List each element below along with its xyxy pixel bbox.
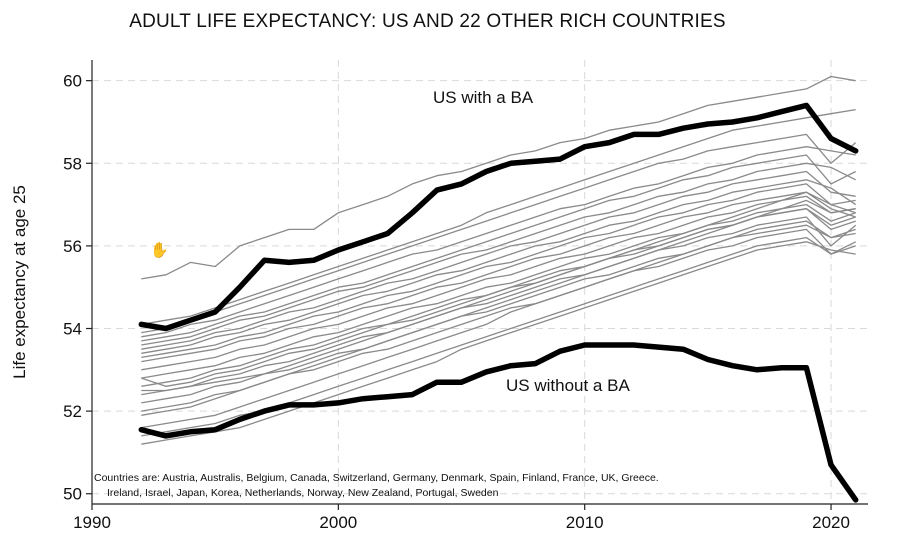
y-tick-label: 56 bbox=[63, 237, 82, 256]
y-tick-label: 60 bbox=[63, 72, 82, 91]
series-line-country-21 bbox=[141, 241, 856, 445]
series-line-country-3 bbox=[141, 133, 857, 334]
series-line-country-4 bbox=[141, 146, 856, 338]
axes: 50 52 54 56 58 60 1990 2000 2010 2020 bbox=[63, 60, 868, 532]
countries-note-line-2: Ireland, Israel, Japan, Korea, Netherlan… bbox=[107, 487, 499, 499]
annotation-us-with-ba: US with a BA bbox=[433, 88, 534, 107]
series-line-country-5 bbox=[141, 154, 856, 342]
series-line-country-14 bbox=[141, 216, 857, 396]
series-line-country-22 bbox=[141, 208, 856, 387]
hand-cursor-icon: ✋ bbox=[150, 242, 169, 259]
series-line-us-noba bbox=[138, 342, 859, 503]
us-series bbox=[138, 102, 859, 503]
series-line-country-11 bbox=[141, 195, 856, 371]
annotation-us-without-ba: US without a BA bbox=[506, 376, 630, 395]
series-line-country-10 bbox=[141, 191, 856, 363]
chart-title: ADULT LIFE EXPECTANCY: US AND 22 OTHER R… bbox=[129, 11, 726, 32]
y-tick-label: 52 bbox=[63, 402, 82, 421]
x-tick-label: 2020 bbox=[812, 513, 850, 532]
series-line-country-7 bbox=[141, 170, 856, 350]
y-tick-label: 58 bbox=[63, 154, 82, 173]
y-tick-label: 50 bbox=[63, 485, 82, 504]
x-tick-label: 2000 bbox=[319, 513, 357, 532]
y-tick-label: 54 bbox=[63, 320, 82, 339]
gridlines bbox=[91, 60, 868, 502]
series-line-country-19 bbox=[141, 220, 856, 429]
x-tick-label: 1990 bbox=[73, 513, 111, 532]
series-line-country-2 bbox=[141, 108, 856, 326]
series-line-country-16 bbox=[141, 228, 856, 412]
series-line-country-6 bbox=[141, 162, 856, 346]
series-line-country-1 bbox=[141, 75, 856, 280]
x-tick-label: 2010 bbox=[566, 513, 604, 532]
series-line-country-8 bbox=[141, 179, 857, 354]
series-line-country-9 bbox=[141, 183, 856, 359]
series-line-country-12 bbox=[141, 203, 856, 379]
series-line-country-17 bbox=[141, 191, 856, 392]
countries-note-line-1: Countries are: Austria, Australis, Belgi… bbox=[94, 472, 659, 484]
other-countries-series bbox=[141, 75, 857, 445]
series-line-us-ba bbox=[138, 102, 859, 332]
